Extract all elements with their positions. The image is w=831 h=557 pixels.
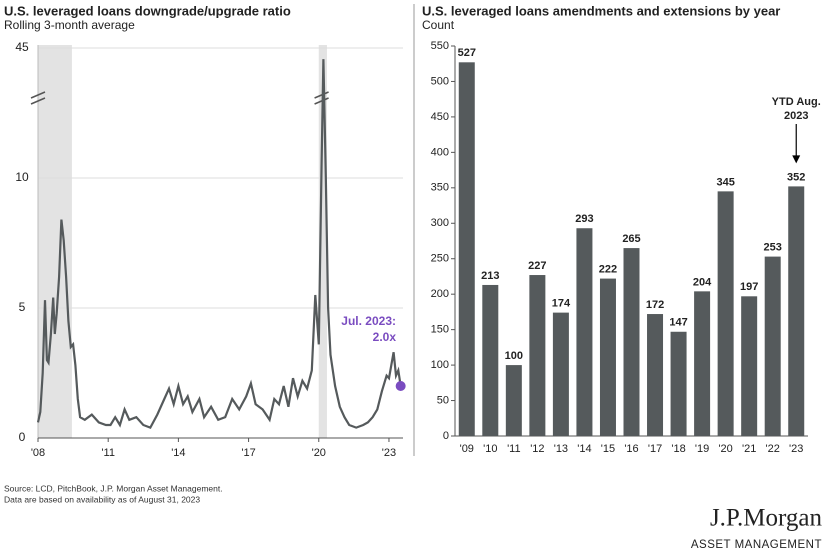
y-tick-label: 350 [431, 182, 449, 194]
x-tick-label: '18 [671, 443, 685, 455]
annotation: Jul. 2023: [341, 314, 396, 328]
y-tick-label: 550 [431, 40, 449, 52]
x-tick-label: '11 [101, 447, 115, 459]
y-tick-label: 150 [431, 324, 449, 336]
bar [741, 296, 758, 436]
x-tick-label: '16 [624, 443, 638, 455]
x-tick-label: '08 [31, 447, 45, 459]
x-tick-label: '17 [241, 447, 255, 459]
y-tick-label: 100 [431, 359, 449, 371]
data-label: 527 [458, 47, 476, 59]
x-tick-label: '23 [382, 447, 396, 459]
bar [599, 278, 616, 436]
source: Data are based on availability as of Aug… [4, 494, 200, 504]
y-tick-label: 500 [431, 75, 449, 87]
chart-subtitle: Count [422, 18, 455, 32]
x-tick-label: '13 [554, 443, 568, 455]
line [36, 59, 402, 429]
data-label: 174 [552, 298, 571, 310]
y-tick-label: 50 [437, 394, 449, 406]
x-tick-label: '10 [483, 443, 497, 455]
y-tick-label: 0 [19, 430, 26, 444]
x-tick-label: '12 [530, 443, 544, 455]
annotation: 2.0x [373, 330, 397, 344]
data-label: 227 [528, 260, 546, 272]
y-tick-label: 250 [431, 253, 449, 265]
data-label: 352 [787, 171, 805, 183]
data-label: 100 [505, 350, 523, 362]
x-tick-label: '09 [460, 443, 474, 455]
data-label: 222 [599, 263, 617, 275]
data-label: 213 [481, 270, 499, 282]
bar [505, 365, 522, 436]
bar [717, 191, 734, 436]
highlight-marker [395, 381, 406, 391]
axis-break [30, 91, 46, 99]
y-tick-label: 45 [15, 40, 29, 54]
x-tick-label: '20 [312, 447, 326, 459]
annotation-arrowhead [792, 155, 801, 164]
annotation: 2023 [784, 110, 808, 122]
chart-title: U.S. leveraged loans downgrade/upgrade r… [4, 3, 291, 18]
shaded-range [318, 45, 327, 438]
x-tick-label: '21 [742, 443, 756, 455]
x-tick-label: '14 [171, 447, 185, 459]
bar [647, 314, 664, 436]
x-tick-label: '14 [577, 443, 591, 455]
axis-break [30, 97, 46, 105]
logo-subtitle: ASSET MANAGEMENT [691, 539, 822, 551]
source: Source: LCD, PitchBook, J.P. Morgan Asse… [4, 483, 223, 493]
data-label: 265 [622, 233, 640, 245]
bar [458, 62, 475, 437]
x-tick-label: '15 [601, 443, 615, 455]
bar [694, 291, 711, 436]
x-tick-label: '23 [789, 443, 803, 455]
y-tick-label: 5 [19, 300, 26, 314]
bar [788, 186, 805, 436]
x-tick-label: '11 [507, 443, 521, 455]
data-label: 172 [646, 299, 664, 311]
y-tick-label: 0 [443, 430, 449, 442]
y-tick-label: 10 [15, 170, 29, 184]
chart-subtitle: Rolling 3-month average [4, 18, 135, 32]
axis-break [314, 91, 329, 99]
chart-title: U.S. leveraged loans amendments and exte… [422, 3, 780, 18]
x-tick-label: '19 [695, 443, 709, 455]
logo: J.P.Morgan [710, 505, 823, 532]
x-tick-label: '20 [718, 443, 732, 455]
data-label: 293 [575, 213, 593, 225]
data-label: 345 [716, 176, 734, 188]
y-tick-label: 300 [431, 217, 449, 229]
y-tick-label: 400 [431, 146, 449, 158]
data-label: 197 [740, 281, 758, 293]
annotation: YTD Aug. [772, 96, 821, 108]
y-tick-label: 450 [431, 111, 449, 123]
data-label: 147 [669, 317, 687, 329]
data-label: 253 [764, 242, 782, 254]
data-label: 204 [693, 276, 712, 288]
bar [623, 248, 640, 436]
x-tick-label: '22 [766, 443, 780, 455]
y-tick-label: 200 [431, 288, 449, 300]
bar [670, 331, 687, 436]
bar [482, 284, 499, 436]
bar [552, 312, 569, 436]
bar [576, 228, 593, 436]
bar [529, 275, 546, 436]
x-tick-label: '17 [648, 443, 662, 455]
bar [764, 256, 781, 436]
